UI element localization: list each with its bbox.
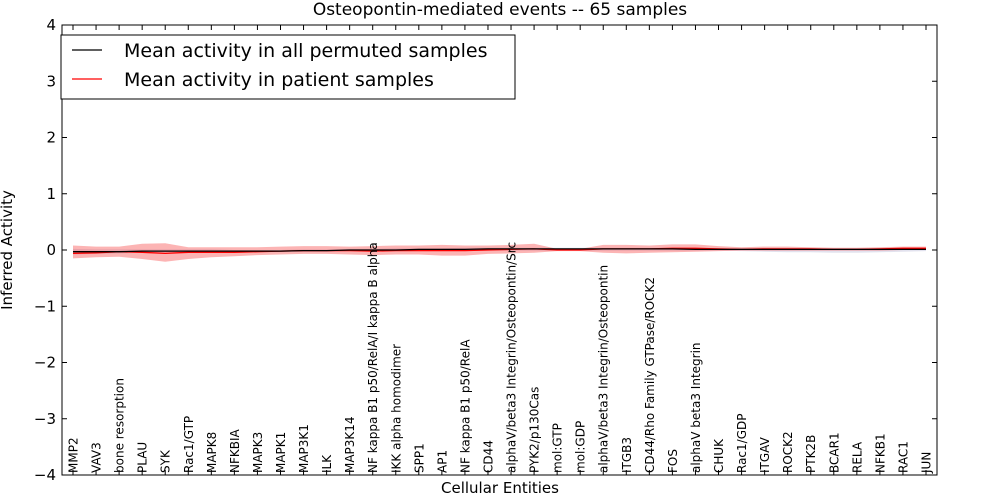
y-tick-label: −1 xyxy=(34,297,56,315)
x-category-label: mol:GDP xyxy=(574,421,588,473)
x-category-label: MAPK8 xyxy=(205,432,219,473)
x-category-label: Rac1/GDP xyxy=(735,414,749,473)
x-axis-label: Cellular Entities xyxy=(441,479,559,497)
x-category-label: NF kappa B1 p50/RelA/I kappa B alpha xyxy=(366,242,380,473)
x-category-label: AP1 xyxy=(435,450,449,473)
x-category-label: FOS xyxy=(666,449,680,473)
y-tick-label: −2 xyxy=(34,354,56,372)
x-category-label: mol:GTP xyxy=(551,423,565,473)
y-tick-label: 2 xyxy=(46,129,56,147)
x-category-label: ITGB3 xyxy=(620,437,634,473)
x-category-label: ILK xyxy=(320,454,334,473)
x-category-label: MMP2 xyxy=(67,437,81,473)
plot-frame xyxy=(61,24,938,476)
x-category-label: SPP1 xyxy=(412,443,426,473)
x-category-label: CD44 xyxy=(482,440,496,473)
x-category-label: MAPK3 xyxy=(251,432,265,473)
x-category-label: Rac1/GTP xyxy=(182,416,196,473)
band-series-2 xyxy=(73,243,926,262)
axis-ticks: −4 −3 −2 −1 0 1 2 3 4 xyxy=(34,16,937,484)
x-category-label: VAV3 xyxy=(90,442,104,473)
x-category-label: alphaV/beta3 Integrin/Osteopontin/Src xyxy=(505,242,519,473)
y-axis-label: Inferred Activity xyxy=(0,190,16,310)
x-category-label: PTK2B xyxy=(804,435,818,473)
x-category-label: NFKB1 xyxy=(873,433,887,473)
x-category-label: alphaV/beta3 Integrin/Osteopontin xyxy=(597,265,611,473)
x-category-label: MAPK1 xyxy=(274,432,288,473)
series-lines xyxy=(72,247,926,255)
chart-title: Osteopontin-mediated events -- 65 sample… xyxy=(313,0,687,20)
y-tick-label: 4 xyxy=(46,16,56,34)
category-labels: MMP2 VAV3 bone resorption PLAU SYK Rac1/GTP MA… xyxy=(67,242,934,474)
x-category-label: PLAU xyxy=(136,442,150,473)
x-category-label: JUN xyxy=(920,452,934,474)
x-category-label: MAP3K14 xyxy=(343,416,357,473)
x-category-label: CHUK xyxy=(712,438,726,473)
x-category-label: ITGAV xyxy=(758,436,772,473)
x-category-label: NF kappa B1 p50/RelA xyxy=(458,339,472,473)
x-category-label: ROCK2 xyxy=(781,431,795,473)
y-tick-label: 3 xyxy=(46,72,56,90)
x-category-label: IKK alpha homodimer xyxy=(389,344,403,473)
y-tick-label: 0 xyxy=(46,241,56,259)
y-tick-label: 1 xyxy=(46,185,56,203)
line-series-1 xyxy=(73,248,926,253)
y-tick-label: −3 xyxy=(34,410,56,428)
x-category-label: PYK2/p130Cas xyxy=(528,387,542,473)
x-category-label: CD44/Rho Family GTPase/ROCK2 xyxy=(643,277,657,473)
x-category-label: MAP3K1 xyxy=(297,424,311,473)
x-category-label: BCAR1 xyxy=(827,432,841,473)
x-category-label: alphaV beta3 Integrin xyxy=(689,342,703,473)
legend-label-permuted: Mean activity in all permuted samples xyxy=(124,40,487,62)
x-category-label: RELA xyxy=(850,441,864,473)
legend-box xyxy=(60,34,516,100)
y-tick-label: −4 xyxy=(34,466,56,484)
legend: Mean activity in all permuted samples Me… xyxy=(60,34,516,100)
x-category-label: SYK xyxy=(159,449,173,473)
legend-label-patient: Mean activity in patient samples xyxy=(124,69,434,91)
x-category-label: bone resorption xyxy=(113,378,127,473)
x-category-label: RAC1 xyxy=(896,441,910,473)
x-category-label: NFKBIA xyxy=(228,428,242,473)
